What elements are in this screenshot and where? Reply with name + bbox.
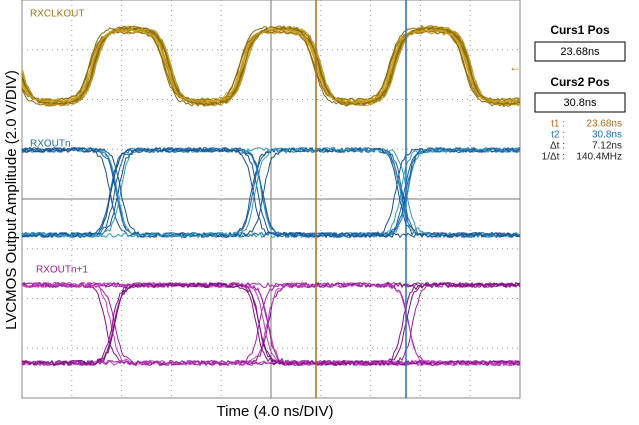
curs2-value: 30.8ns bbox=[563, 97, 597, 109]
waveforms bbox=[21, 24, 521, 367]
curs1-box bbox=[534, 41, 626, 62]
channel-label: RXOUTn bbox=[30, 139, 71, 150]
data-trace bbox=[22, 146, 521, 239]
data-trace bbox=[21, 281, 521, 367]
readout-value: 7.12ns bbox=[592, 141, 622, 152]
readout-label: t1 : bbox=[551, 119, 565, 130]
clock-trace bbox=[21, 25, 521, 107]
curs2-box bbox=[534, 92, 626, 113]
readout-label: 1/Δt : bbox=[542, 152, 565, 163]
x-axis-label: Time (4.0 ns/DIV) bbox=[217, 403, 334, 420]
curs2-title: Curs2 Pos bbox=[550, 75, 610, 89]
readout-value: 30.8ns bbox=[592, 130, 622, 141]
y-axis-label: LVCMOS Output Amplitude (2.0 V/DIV) bbox=[3, 70, 20, 330]
data-trace bbox=[21, 359, 521, 367]
readout-label: Δt : bbox=[550, 141, 565, 152]
channel-label: RXCLKOUT bbox=[30, 9, 84, 20]
data-trace bbox=[21, 281, 521, 367]
curs1-title: Curs1 Pos bbox=[550, 23, 610, 37]
data-trace bbox=[21, 281, 521, 367]
data-trace bbox=[21, 282, 521, 367]
channel-label: RXOUTn+1 bbox=[36, 265, 88, 276]
readout-value: 23.68ns bbox=[586, 119, 622, 130]
clock-trace bbox=[21, 28, 521, 104]
data-trace bbox=[21, 146, 521, 239]
data-trace bbox=[21, 281, 521, 367]
level-marker: ← bbox=[509, 60, 521, 74]
cursor-panel: Curs1 Pos 23.68ns Curs2 Pos 30.8ns t1 : … bbox=[534, 23, 626, 163]
curs1-value: 23.68ns bbox=[560, 46, 600, 58]
readout-label: t2 : bbox=[551, 130, 565, 141]
readout-value: 140.4MHz bbox=[576, 152, 622, 163]
data-trace bbox=[21, 146, 521, 239]
